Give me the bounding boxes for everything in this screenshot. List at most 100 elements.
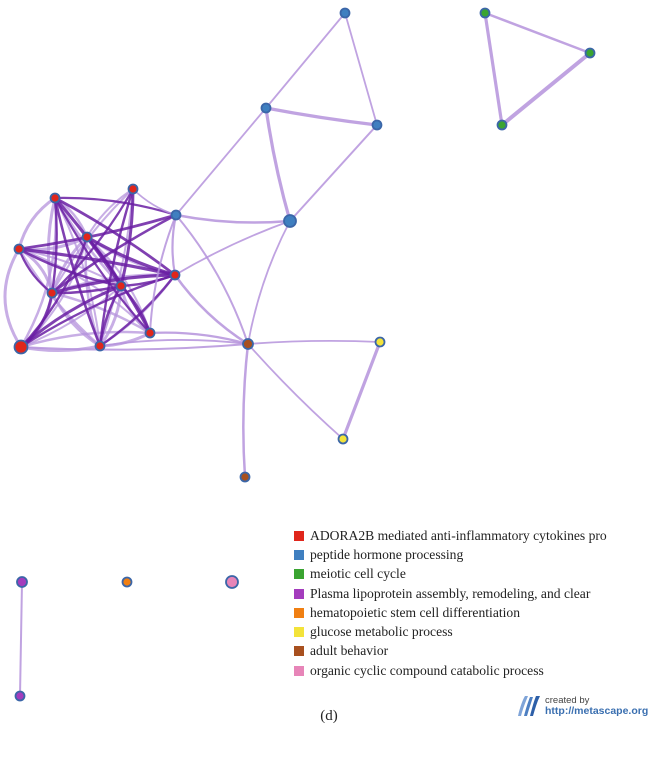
network-edge-55 bbox=[53, 196, 152, 335]
network-edge-82 bbox=[500, 51, 592, 127]
network-node-b4 bbox=[170, 209, 182, 221]
network-node-g3 bbox=[496, 119, 508, 131]
network-node-y1 bbox=[374, 336, 386, 348]
network-node-g1 bbox=[479, 7, 491, 19]
legend-label: hematopoietic stem cell differentiation bbox=[310, 604, 520, 620]
network-edge-64 bbox=[289, 124, 378, 222]
legend-swatch-orange bbox=[294, 607, 304, 618]
network-node-b3 bbox=[371, 119, 383, 131]
network-node-o1 bbox=[121, 576, 133, 588]
network-edge-36 bbox=[53, 196, 177, 277]
legend-label: adult behavior bbox=[310, 643, 389, 659]
network-node-r10 bbox=[13, 339, 29, 355]
network-edge-70 bbox=[132, 188, 177, 216]
legend-label: meiotic cell cycle bbox=[310, 566, 406, 582]
network-node-b2 bbox=[260, 102, 272, 114]
network-edge-63 bbox=[264, 106, 292, 223]
network-edge-74 bbox=[99, 339, 249, 347]
network-edge-62 bbox=[264, 106, 379, 127]
network-node-r9 bbox=[94, 340, 106, 352]
network-edge-76 bbox=[247, 339, 381, 345]
network-edge-81 bbox=[483, 11, 504, 127]
network-edge-65 bbox=[175, 107, 267, 216]
network-edge-72 bbox=[173, 273, 250, 346]
credit-link[interactable]: http://metascape.org bbox=[545, 705, 649, 717]
network-node-r6 bbox=[115, 280, 127, 292]
network-edge-19 bbox=[50, 291, 102, 348]
legend-item-catabolic: organic cyclic compound catabolic proces… bbox=[294, 661, 656, 680]
network-edge-35 bbox=[50, 196, 58, 295]
legend-item-peptide-hormone: peptide hormone processing bbox=[294, 545, 656, 564]
network-edge-80 bbox=[483, 11, 592, 55]
network-edge-24 bbox=[98, 284, 123, 348]
network-edge-54 bbox=[98, 273, 177, 348]
legend-item-meiotic: meiotic cell cycle bbox=[294, 565, 656, 584]
network-edge-22 bbox=[19, 330, 152, 349]
network-edge-23 bbox=[20, 285, 122, 348]
network-node-b5 bbox=[283, 214, 297, 228]
legend-label: ADORA2B mediated anti-inflammatory cytok… bbox=[310, 527, 607, 543]
network-nodes bbox=[13, 7, 596, 702]
network-node-b1 bbox=[339, 7, 351, 19]
network-edge-69 bbox=[149, 214, 177, 334]
network-edge-61 bbox=[344, 12, 378, 126]
legend-swatch-blue bbox=[294, 549, 304, 560]
network-edge-73 bbox=[148, 331, 250, 346]
metascape-logo-icon bbox=[518, 696, 540, 716]
legend-item-hematopoietic: hematopoietic stem cell differentiation bbox=[294, 603, 656, 622]
legend-swatch-green bbox=[294, 569, 304, 580]
network-edge-20 bbox=[50, 291, 152, 335]
legend-swatch-yellow bbox=[294, 627, 304, 638]
network-node-r2 bbox=[127, 183, 139, 195]
network-node-k1 bbox=[225, 575, 239, 589]
network-edge-44 bbox=[50, 187, 135, 295]
network-edge-42 bbox=[119, 187, 135, 288]
network-edge-8 bbox=[3, 247, 23, 349]
network-node-p2 bbox=[14, 690, 26, 702]
network-node-r8 bbox=[144, 327, 156, 339]
network-edge-1 bbox=[17, 196, 57, 251]
network-edge-71 bbox=[174, 220, 291, 276]
network-edge-84 bbox=[20, 343, 249, 351]
network-edge-49 bbox=[19, 235, 89, 349]
legend-swatch-pink bbox=[294, 665, 304, 676]
legend-item-lipoprotein: Plasma lipoprotein assembly, remodeling,… bbox=[294, 584, 656, 603]
network-edge-66 bbox=[174, 213, 292, 224]
network-node-r3 bbox=[81, 231, 93, 243]
network-node-p1 bbox=[16, 576, 28, 588]
network-edge-78 bbox=[341, 340, 382, 441]
legend-swatch-brown bbox=[294, 646, 304, 657]
network-edge-75 bbox=[247, 220, 291, 345]
credit-created-by: created by bbox=[545, 695, 590, 706]
network-edge-59 bbox=[53, 196, 178, 217]
legend-swatch-purple bbox=[294, 588, 304, 599]
network-node-b6 bbox=[242, 338, 254, 350]
network-edge-68 bbox=[175, 214, 249, 345]
network-node-r1 bbox=[49, 192, 61, 204]
legend-item-adora2b: ADORA2B mediated anti-inflammatory cytok… bbox=[294, 526, 656, 545]
network-edge-79 bbox=[242, 342, 250, 479]
network-edge-40 bbox=[85, 235, 177, 277]
network-node-r4 bbox=[13, 243, 25, 255]
figure-caption: (d) bbox=[320, 708, 338, 724]
network-edge-11 bbox=[50, 235, 89, 295]
network-edge-57 bbox=[17, 213, 178, 251]
network-edge-15 bbox=[86, 188, 134, 238]
network-edge-43 bbox=[98, 187, 135, 348]
network-node-g2 bbox=[584, 47, 596, 59]
legend-item-adult-behavior: adult behavior bbox=[294, 642, 656, 661]
network-edge-60 bbox=[265, 12, 346, 109]
legend: ADORA2B mediated anti-inflammatory cytok… bbox=[294, 526, 656, 680]
network-edge-58 bbox=[50, 213, 178, 295]
legend-swatch-red bbox=[294, 530, 304, 541]
network-node-r7 bbox=[46, 287, 58, 299]
network-edge-51 bbox=[98, 284, 123, 348]
metascape-credit[interactable]: created by http://metascape.org bbox=[516, 695, 648, 717]
network-edge-45 bbox=[50, 273, 177, 295]
legend-label: Plasma lipoprotein assembly, remodeling,… bbox=[310, 585, 591, 601]
network-node-y2 bbox=[337, 433, 349, 445]
network-node-r5 bbox=[169, 269, 181, 281]
network-edge-77 bbox=[247, 343, 344, 440]
legend-label: organic cyclic compound catabolic proces… bbox=[310, 662, 544, 678]
